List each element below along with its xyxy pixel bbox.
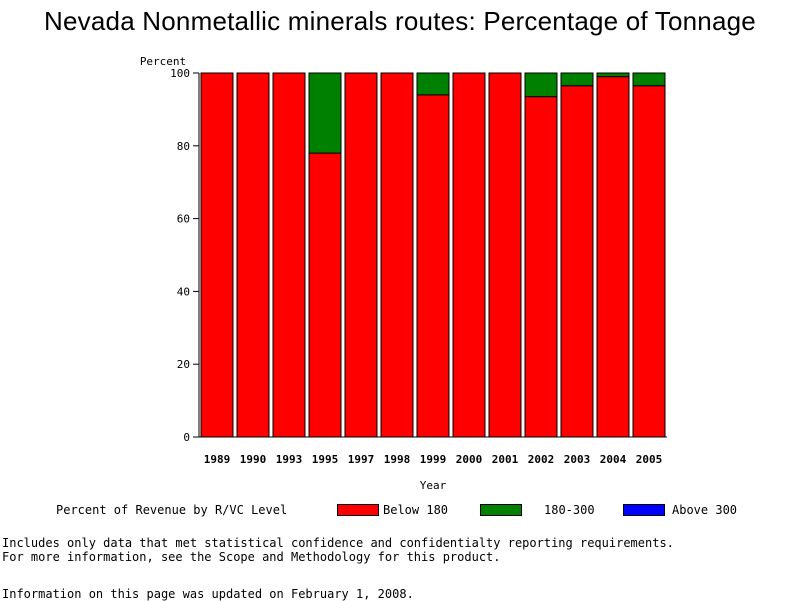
legend-label-180-300: 180-300 (544, 503, 595, 517)
bar-2002-series-1 (524, 72, 558, 98)
bar-2005-series-1 (632, 72, 666, 87)
bar-1998-series-0 (380, 72, 414, 438)
x-tick-label: 2002 (528, 453, 555, 466)
bar-2005-series-0 (632, 85, 666, 438)
bar-1993-series-0 (272, 72, 306, 438)
x-tick-label: 1989 (204, 453, 231, 466)
bar-2003-series-0 (560, 85, 594, 438)
bar-2003-series-1 (560, 72, 594, 87)
x-tick-label: 1997 (348, 453, 375, 466)
legend-swatch-below-180 (337, 504, 379, 516)
y-axis-label: Percent (140, 55, 186, 68)
chart-title: Nevada Nonmetallic minerals routes: Perc… (44, 6, 756, 36)
y-tick-label: 20 (177, 358, 190, 371)
bar-1995-series-1 (308, 72, 342, 154)
x-tick-label: 2003 (564, 453, 591, 466)
y-tick-label: 60 (177, 213, 190, 226)
y-tick-label: 0 (183, 431, 190, 444)
bar-1989-series-0 (200, 72, 234, 438)
x-axis-label: Year (420, 479, 447, 492)
x-tick-label: 2004 (600, 453, 627, 466)
bar-2004-series-0 (596, 76, 630, 438)
y-tick-label: 100 (170, 67, 190, 80)
bar-1995-series-0 (308, 152, 342, 438)
footnotes: Includes only data that met statistical … (2, 536, 674, 564)
bar-1990-series-0 (236, 72, 270, 438)
bar-2004-series-1 (596, 72, 630, 78)
x-tick-label: 1993 (276, 453, 303, 466)
bar-2001-series-0 (488, 72, 522, 438)
update-notice: Information on this page was updated on … (2, 587, 414, 601)
legend-swatch-above-300 (623, 504, 665, 516)
footnote-confidence: Includes only data that met statistical … (2, 536, 674, 550)
bar-1999-series-0 (416, 94, 450, 438)
x-tick-label: 1995 (312, 453, 339, 466)
legend-title: Percent of Revenue by R/VC Level (56, 503, 288, 517)
bar-2002-series-0 (524, 96, 558, 438)
y-tick-label: 80 (177, 140, 190, 153)
bar-1999-series-1 (416, 72, 450, 96)
legend-label-below-180: Below 180 (383, 503, 449, 517)
legend: Percent of Revenue by R/VC Level Below 1… (0, 503, 800, 519)
y-tick-label: 40 (177, 285, 190, 298)
bar-2000-series-0 (452, 72, 486, 438)
x-tick-label: 2000 (456, 453, 483, 466)
x-tick-label: 2005 (636, 453, 663, 466)
x-tick-label: 1999 (420, 453, 447, 466)
x-tick-label: 1990 (240, 453, 267, 466)
legend-label-above-300: Above 300 (672, 503, 738, 517)
x-tick-label: 1998 (384, 453, 411, 466)
x-tick-label: 2001 (492, 453, 519, 466)
legend-swatch-180-300 (480, 504, 522, 516)
footnote-methodology: For more information, see the Scope and … (2, 550, 501, 564)
bar-1997-series-0 (344, 72, 378, 438)
